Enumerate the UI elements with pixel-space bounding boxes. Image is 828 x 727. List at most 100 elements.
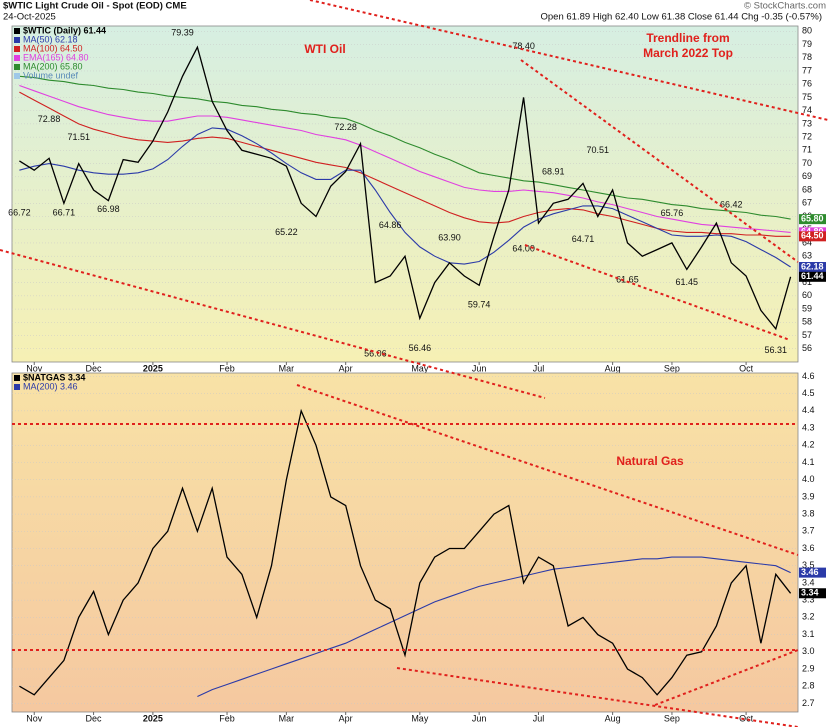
- price-label: 61.65: [616, 274, 639, 284]
- y-tick-label: 3.4: [802, 577, 815, 587]
- x-tick-label: Feb: [219, 363, 235, 373]
- series-line: [19, 91, 791, 237]
- y-tick-label: 76: [802, 79, 812, 89]
- price-label: 65.76: [661, 208, 684, 218]
- price-label: 66.71: [53, 207, 76, 217]
- y-tick-label: 4.1: [802, 457, 815, 467]
- price-label: 66.42: [720, 199, 743, 209]
- y-tick-label: 79: [802, 39, 812, 49]
- y-tick-label: 56: [802, 343, 812, 353]
- legend-label: Volume undef: [23, 70, 79, 80]
- price-label: 56.31: [764, 345, 787, 355]
- legend-swatch: [14, 28, 20, 34]
- y-tick-label: 2.8: [802, 681, 815, 691]
- y-tick-label: 60: [802, 290, 812, 300]
- legend-label: MA(100) 64.50: [23, 43, 83, 53]
- y-tick-label: 72: [802, 131, 812, 141]
- price-label: 70.51: [587, 145, 610, 155]
- value-badge-label: 3.34: [801, 588, 819, 598]
- y-tick-label: 2.9: [802, 663, 815, 673]
- y-tick-label: 74: [802, 105, 812, 115]
- y-tick-label: 3.7: [802, 526, 815, 536]
- annotation: Natural Gas: [616, 454, 684, 468]
- trendline: [309, 0, 828, 121]
- x-tick-label: Aug: [605, 713, 621, 723]
- y-tick-label: 4.5: [802, 388, 815, 398]
- x-tick-label: Apr: [339, 713, 353, 723]
- header-quote: Open 61.89 High 62.40 Low 61.38 Close 61…: [541, 12, 823, 23]
- x-tick-label: Jul: [533, 363, 545, 373]
- x-tick-label: Dec: [86, 713, 103, 723]
- x-tick-label: Mar: [279, 363, 295, 373]
- y-tick-label: 3.9: [802, 491, 815, 501]
- legend-label: MA(200) 65.80: [23, 61, 83, 71]
- y-tick-label: 75: [802, 92, 812, 102]
- x-tick-label: Oct: [739, 713, 754, 723]
- price-label: 63.90: [438, 233, 461, 243]
- series-line: [19, 127, 791, 268]
- trendline: [524, 244, 791, 341]
- x-tick-label: Sep: [664, 363, 680, 373]
- y-tick-label: 73: [802, 118, 812, 128]
- legend-label: MA(200) 3.46: [23, 381, 78, 391]
- price-label: 61.45: [676, 277, 699, 287]
- value-badge: [799, 231, 826, 242]
- annotation: WTI Oil: [304, 42, 345, 56]
- annotation: March 2022 Top: [643, 46, 733, 60]
- y-tick-label: 2.7: [802, 698, 815, 708]
- legend-swatch: [14, 73, 20, 79]
- trendline: [0, 249, 546, 399]
- value-badge: [799, 262, 826, 273]
- y-tick-label: 70: [802, 158, 812, 168]
- series-line: [197, 556, 791, 697]
- y-tick-label: 3.5: [802, 560, 815, 570]
- trendline: [296, 384, 799, 556]
- x-tick-label: Jul: [533, 713, 545, 723]
- header-title: $WTIC Light Crude Oil - Spot (EOD) CME: [3, 1, 187, 12]
- x-tick-label: Apr: [339, 363, 353, 373]
- value-badge-label: 64.50: [801, 231, 824, 241]
- y-tick-label: 63: [802, 251, 812, 261]
- price-label: 79.39: [171, 28, 194, 38]
- y-tick-label: 68: [802, 184, 812, 194]
- legend-label: MA(50) 62.18: [23, 34, 78, 44]
- y-tick-label: 4.3: [802, 422, 815, 432]
- price-label: 78.40: [512, 41, 535, 51]
- y-tick-label: 3.1: [802, 629, 815, 639]
- price-label: 66.98: [97, 204, 120, 214]
- y-tick-label: 80: [802, 26, 812, 36]
- legend-swatch: [14, 55, 20, 61]
- x-tick-label: Oct: [739, 363, 754, 373]
- value-badge-label: 65.80: [801, 214, 824, 224]
- y-tick-label: 78: [802, 52, 812, 62]
- price-label: 72.28: [334, 122, 357, 132]
- value-badge: [799, 567, 826, 578]
- value-badge-label: 61.44: [801, 271, 824, 281]
- price-label: 64.71: [572, 234, 595, 244]
- price-label: 59.74: [468, 300, 491, 310]
- value-badge: [799, 214, 826, 225]
- price-label: 56.46: [409, 343, 432, 353]
- x-tick-label: May: [411, 713, 429, 723]
- y-tick-label: 4.4: [802, 405, 815, 415]
- value-badge: [799, 588, 826, 599]
- x-tick-label: Sep: [664, 713, 680, 723]
- y-tick-label: 3.8: [802, 508, 815, 518]
- value-badge: [799, 271, 826, 282]
- trendline: [654, 649, 799, 706]
- x-tick-label: Nov: [26, 713, 43, 723]
- value-badge-label: 62.18: [801, 261, 824, 271]
- y-tick-label: 3.3: [802, 595, 815, 605]
- y-tick-label: 67: [802, 198, 812, 208]
- legend-swatch: [14, 384, 20, 390]
- x-tick-label: May: [411, 363, 429, 373]
- price-label: 68.91: [542, 166, 565, 176]
- price-label: 56.06: [364, 348, 387, 358]
- x-tick-label: Feb: [219, 713, 235, 723]
- y-tick-label: 59: [802, 303, 812, 313]
- legend-swatch: [14, 46, 20, 52]
- x-tick-label: Jun: [472, 363, 487, 373]
- x-tick-label: Nov: [26, 363, 43, 373]
- y-tick-label: 4.6: [802, 371, 815, 381]
